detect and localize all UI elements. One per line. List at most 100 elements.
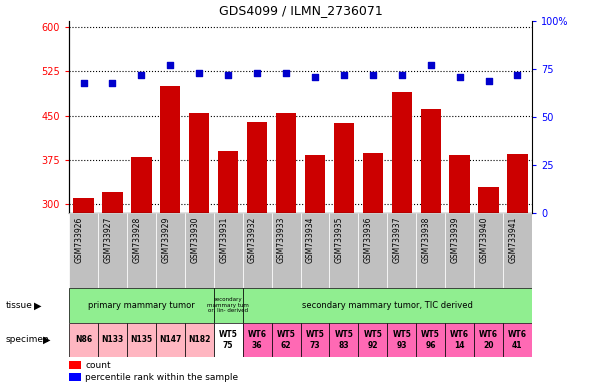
Bar [69,213,98,288]
Text: GSM733930: GSM733930 [191,217,200,263]
Text: N133: N133 [102,335,124,344]
Text: GSM733939: GSM733939 [451,217,460,263]
Text: WT5
96: WT5 96 [421,330,440,349]
Text: WT5
75: WT5 75 [219,330,237,349]
Bar [69,361,81,369]
Text: GSM733932: GSM733932 [248,217,257,263]
Text: secondary
mammary tum
or, lin- derived: secondary mammary tum or, lin- derived [207,297,249,313]
Text: WT6
36: WT6 36 [248,330,267,349]
Text: GSM733931: GSM733931 [219,217,228,263]
Bar [69,323,98,357]
Bar [218,151,239,381]
Bar [358,213,387,288]
Bar [156,323,185,357]
Bar [243,323,272,357]
Bar [507,154,528,381]
Text: GSM733933: GSM733933 [277,217,286,263]
Text: GDS4099 / ILMN_2736071: GDS4099 / ILMN_2736071 [219,4,382,17]
Point [484,78,493,84]
Bar [69,373,81,381]
Text: WT5
92: WT5 92 [364,330,382,349]
Bar [421,109,441,381]
Text: GSM733940: GSM733940 [480,217,489,263]
Text: WT5
93: WT5 93 [392,330,411,349]
Text: GSM733929: GSM733929 [161,217,170,263]
Text: GSM733938: GSM733938 [422,217,431,263]
Text: GSM733927: GSM733927 [103,217,112,263]
Bar [329,323,358,357]
Point [455,74,465,80]
Text: WT5
62: WT5 62 [276,330,296,349]
Text: specimen: specimen [6,335,50,344]
Text: WT6
20: WT6 20 [479,330,498,349]
Point [339,72,349,78]
Text: count: count [85,361,111,370]
Bar [131,157,151,381]
Bar [445,213,474,288]
Bar [189,113,209,381]
Bar [334,123,354,381]
Bar [450,155,470,381]
Bar [474,323,503,357]
Bar [160,86,180,381]
Bar [156,213,185,288]
Point [79,79,88,86]
Bar [445,323,474,357]
Bar [362,153,383,381]
Text: tissue: tissue [6,301,33,310]
Text: WT6
14: WT6 14 [450,330,469,349]
Text: GSM733926: GSM733926 [75,217,84,263]
Bar [392,92,412,381]
Bar [474,213,503,288]
Text: N86: N86 [75,335,92,344]
Text: GSM733941: GSM733941 [508,217,517,263]
Bar [387,213,416,288]
Bar [247,122,267,381]
Text: WT5
73: WT5 73 [305,330,325,349]
Text: secondary mammary tumor, TIC derived: secondary mammary tumor, TIC derived [302,301,473,310]
Bar [127,213,156,288]
Text: primary mammary tumor: primary mammary tumor [88,301,195,310]
Text: N135: N135 [130,335,153,344]
Bar [69,288,214,323]
Bar [329,213,358,288]
Text: ▶: ▶ [43,335,50,345]
Text: GSM733934: GSM733934 [306,217,315,263]
Text: N147: N147 [159,335,182,344]
Point [310,74,320,80]
Bar [185,323,214,357]
Text: WT6
41: WT6 41 [508,330,527,349]
Bar [243,288,532,323]
Bar [98,323,127,357]
Text: GSM733937: GSM733937 [392,217,401,263]
Point [426,62,436,68]
Point [195,70,204,76]
Point [397,72,406,78]
Bar [127,323,156,357]
Bar [503,323,532,357]
Bar [305,155,325,381]
Point [165,62,175,68]
Text: GSM733928: GSM733928 [132,217,141,263]
Bar [503,213,532,288]
Bar [214,213,243,288]
Bar [478,187,499,381]
Point [224,72,233,78]
Bar [73,199,94,381]
Point [513,72,522,78]
Text: ▶: ▶ [34,300,41,310]
Bar [214,323,243,357]
Bar [416,323,445,357]
Bar [276,113,296,381]
Text: N182: N182 [188,335,210,344]
Point [108,79,117,86]
Bar [214,288,243,323]
Bar [272,323,300,357]
Point [281,70,291,76]
Point [252,70,262,76]
Text: GSM733936: GSM733936 [364,217,373,263]
Text: percentile rank within the sample: percentile rank within the sample [85,373,239,382]
Bar [185,213,214,288]
Bar [300,323,329,357]
Point [368,72,377,78]
